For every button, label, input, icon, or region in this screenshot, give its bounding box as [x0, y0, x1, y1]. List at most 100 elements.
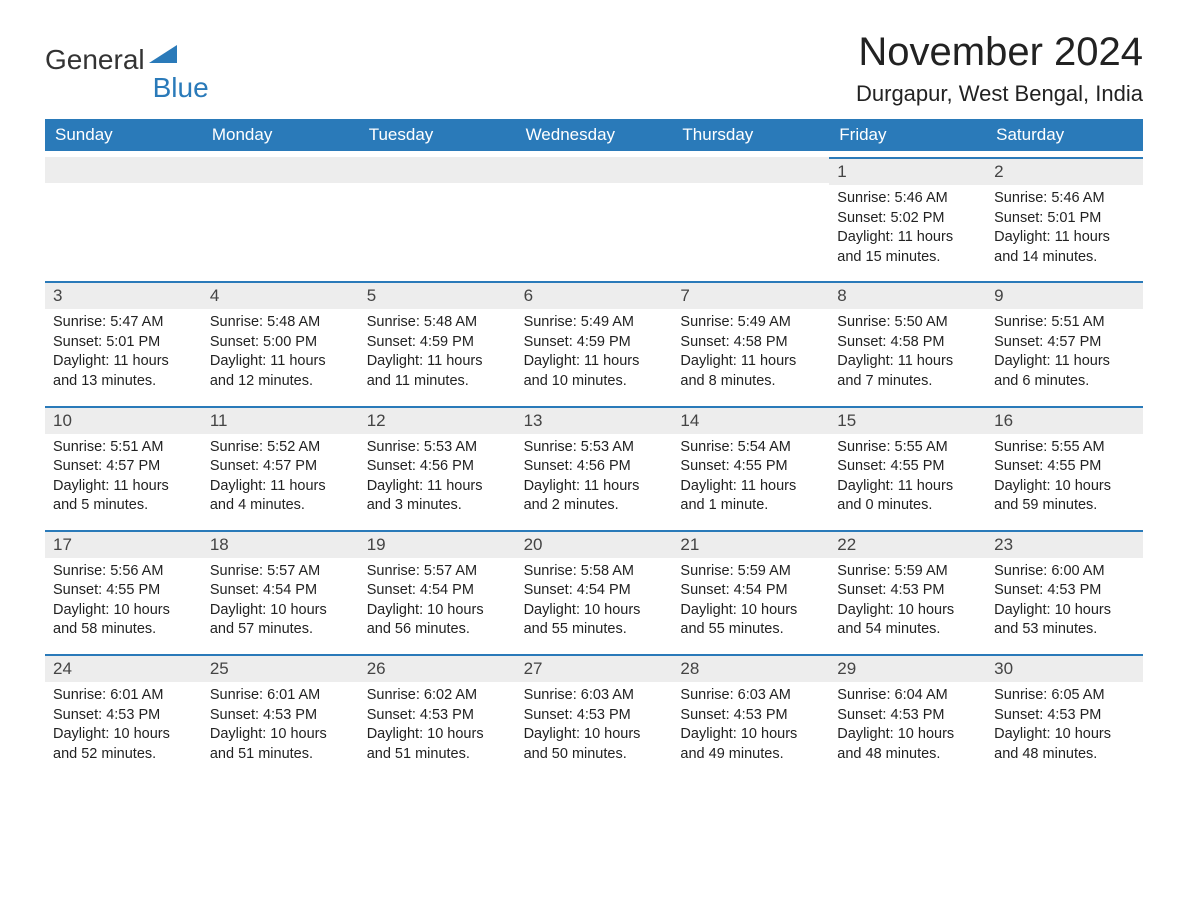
sunset-line: Sunset: 4:57 PM	[53, 457, 194, 477]
sunset-line: Sunset: 4:54 PM	[367, 581, 508, 601]
daylight-line: Daylight: 11 hours and 11 minutes.	[367, 352, 508, 391]
daylight-line: Daylight: 10 hours and 56 minutes.	[367, 601, 508, 640]
day-cell	[672, 157, 829, 275]
daylight-line: Daylight: 10 hours and 53 minutes.	[994, 601, 1135, 640]
day-info: Sunrise: 5:55 AMSunset: 4:55 PMDaylight:…	[986, 434, 1143, 524]
day-cell: 16Sunrise: 5:55 AMSunset: 4:55 PMDayligh…	[986, 406, 1143, 524]
sunrise-line: Sunrise: 5:56 AM	[53, 562, 194, 582]
day-info: Sunrise: 5:55 AMSunset: 4:55 PMDaylight:…	[829, 434, 986, 524]
day-cell: 11Sunrise: 5:52 AMSunset: 4:57 PMDayligh…	[202, 406, 359, 524]
sunset-line: Sunset: 4:58 PM	[837, 333, 978, 353]
daylight-line: Daylight: 11 hours and 10 minutes.	[524, 352, 665, 391]
sunset-line: Sunset: 4:54 PM	[524, 581, 665, 601]
logo-text-general: General	[45, 44, 145, 76]
daylight-line: Daylight: 11 hours and 2 minutes.	[524, 477, 665, 516]
empty-day-bar	[202, 157, 359, 183]
day-cell: 30Sunrise: 6:05 AMSunset: 4:53 PMDayligh…	[986, 654, 1143, 772]
day-info: Sunrise: 5:57 AMSunset: 4:54 PMDaylight:…	[202, 558, 359, 648]
day-cell: 14Sunrise: 5:54 AMSunset: 4:55 PMDayligh…	[672, 406, 829, 524]
sunset-line: Sunset: 4:58 PM	[680, 333, 821, 353]
day-info: Sunrise: 5:56 AMSunset: 4:55 PMDaylight:…	[45, 558, 202, 648]
daylight-line: Daylight: 10 hours and 49 minutes.	[680, 725, 821, 764]
sunrise-line: Sunrise: 5:51 AM	[994, 313, 1135, 333]
day-info: Sunrise: 5:46 AMSunset: 5:01 PMDaylight:…	[986, 185, 1143, 275]
day-cell: 5Sunrise: 5:48 AMSunset: 4:59 PMDaylight…	[359, 281, 516, 399]
sunset-line: Sunset: 4:55 PM	[837, 457, 978, 477]
title-block: November 2024 Durgapur, West Bengal, Ind…	[856, 30, 1143, 107]
empty-day-bar	[45, 157, 202, 183]
day-cell: 28Sunrise: 6:03 AMSunset: 4:53 PMDayligh…	[672, 654, 829, 772]
sunrise-line: Sunrise: 5:52 AM	[210, 438, 351, 458]
day-cell: 25Sunrise: 6:01 AMSunset: 4:53 PMDayligh…	[202, 654, 359, 772]
week-row: 24Sunrise: 6:01 AMSunset: 4:53 PMDayligh…	[45, 654, 1143, 772]
logo-text-blue: Blue	[153, 72, 209, 104]
day-number: 2	[986, 157, 1143, 185]
day-cell: 12Sunrise: 5:53 AMSunset: 4:56 PMDayligh…	[359, 406, 516, 524]
daylight-line: Daylight: 10 hours and 48 minutes.	[994, 725, 1135, 764]
daylight-line: Daylight: 10 hours and 54 minutes.	[837, 601, 978, 640]
day-cell: 22Sunrise: 5:59 AMSunset: 4:53 PMDayligh…	[829, 530, 986, 648]
day-info: Sunrise: 5:49 AMSunset: 4:59 PMDaylight:…	[516, 309, 673, 399]
sunrise-line: Sunrise: 6:02 AM	[367, 686, 508, 706]
day-number: 24	[45, 654, 202, 682]
day-info: Sunrise: 6:04 AMSunset: 4:53 PMDaylight:…	[829, 682, 986, 772]
daylight-line: Daylight: 10 hours and 52 minutes.	[53, 725, 194, 764]
day-number: 16	[986, 406, 1143, 434]
sunset-line: Sunset: 4:54 PM	[210, 581, 351, 601]
day-number: 13	[516, 406, 673, 434]
daylight-line: Daylight: 10 hours and 48 minutes.	[837, 725, 978, 764]
daylight-line: Daylight: 11 hours and 12 minutes.	[210, 352, 351, 391]
daylight-line: Daylight: 11 hours and 0 minutes.	[837, 477, 978, 516]
day-info: Sunrise: 6:02 AMSunset: 4:53 PMDaylight:…	[359, 682, 516, 772]
week-row: 10Sunrise: 5:51 AMSunset: 4:57 PMDayligh…	[45, 406, 1143, 524]
daylight-line: Daylight: 10 hours and 59 minutes.	[994, 477, 1135, 516]
day-number: 11	[202, 406, 359, 434]
day-number: 17	[45, 530, 202, 558]
day-header-tuesday: Tuesday	[359, 119, 516, 151]
daylight-line: Daylight: 11 hours and 4 minutes.	[210, 477, 351, 516]
day-cell: 6Sunrise: 5:49 AMSunset: 4:59 PMDaylight…	[516, 281, 673, 399]
daylight-line: Daylight: 11 hours and 14 minutes.	[994, 228, 1135, 267]
sunrise-line: Sunrise: 6:05 AM	[994, 686, 1135, 706]
sunrise-line: Sunrise: 5:48 AM	[367, 313, 508, 333]
location: Durgapur, West Bengal, India	[856, 81, 1143, 107]
day-cell	[45, 157, 202, 275]
sunrise-line: Sunrise: 5:48 AM	[210, 313, 351, 333]
sunset-line: Sunset: 4:57 PM	[994, 333, 1135, 353]
day-info: Sunrise: 5:53 AMSunset: 4:56 PMDaylight:…	[359, 434, 516, 524]
sunrise-line: Sunrise: 5:57 AM	[367, 562, 508, 582]
day-info: Sunrise: 5:52 AMSunset: 4:57 PMDaylight:…	[202, 434, 359, 524]
day-info: Sunrise: 6:01 AMSunset: 4:53 PMDaylight:…	[45, 682, 202, 772]
logo: General Blue	[45, 30, 209, 90]
sunset-line: Sunset: 4:53 PM	[837, 706, 978, 726]
day-number: 27	[516, 654, 673, 682]
day-number: 14	[672, 406, 829, 434]
sunrise-line: Sunrise: 5:46 AM	[837, 189, 978, 209]
sunset-line: Sunset: 4:53 PM	[53, 706, 194, 726]
day-cell: 24Sunrise: 6:01 AMSunset: 4:53 PMDayligh…	[45, 654, 202, 772]
sunrise-line: Sunrise: 6:03 AM	[524, 686, 665, 706]
daylight-line: Daylight: 10 hours and 55 minutes.	[680, 601, 821, 640]
sunset-line: Sunset: 4:53 PM	[994, 581, 1135, 601]
sunrise-line: Sunrise: 5:46 AM	[994, 189, 1135, 209]
day-number: 26	[359, 654, 516, 682]
day-info: Sunrise: 5:53 AMSunset: 4:56 PMDaylight:…	[516, 434, 673, 524]
day-header-row: SundayMondayTuesdayWednesdayThursdayFrid…	[45, 119, 1143, 151]
day-cell: 2Sunrise: 5:46 AMSunset: 5:01 PMDaylight…	[986, 157, 1143, 275]
sunset-line: Sunset: 4:59 PM	[524, 333, 665, 353]
sunset-line: Sunset: 5:01 PM	[53, 333, 194, 353]
day-info: Sunrise: 5:46 AMSunset: 5:02 PMDaylight:…	[829, 185, 986, 275]
sunrise-line: Sunrise: 5:57 AM	[210, 562, 351, 582]
day-cell: 27Sunrise: 6:03 AMSunset: 4:53 PMDayligh…	[516, 654, 673, 772]
day-number: 19	[359, 530, 516, 558]
sunset-line: Sunset: 4:55 PM	[680, 457, 821, 477]
month-title: November 2024	[856, 30, 1143, 75]
day-cell: 10Sunrise: 5:51 AMSunset: 4:57 PMDayligh…	[45, 406, 202, 524]
day-info: Sunrise: 5:49 AMSunset: 4:58 PMDaylight:…	[672, 309, 829, 399]
day-info: Sunrise: 6:03 AMSunset: 4:53 PMDaylight:…	[516, 682, 673, 772]
sunrise-line: Sunrise: 5:53 AM	[367, 438, 508, 458]
day-info: Sunrise: 6:00 AMSunset: 4:53 PMDaylight:…	[986, 558, 1143, 648]
week-row: 1Sunrise: 5:46 AMSunset: 5:02 PMDaylight…	[45, 157, 1143, 275]
sunrise-line: Sunrise: 6:04 AM	[837, 686, 978, 706]
day-info: Sunrise: 5:48 AMSunset: 4:59 PMDaylight:…	[359, 309, 516, 399]
